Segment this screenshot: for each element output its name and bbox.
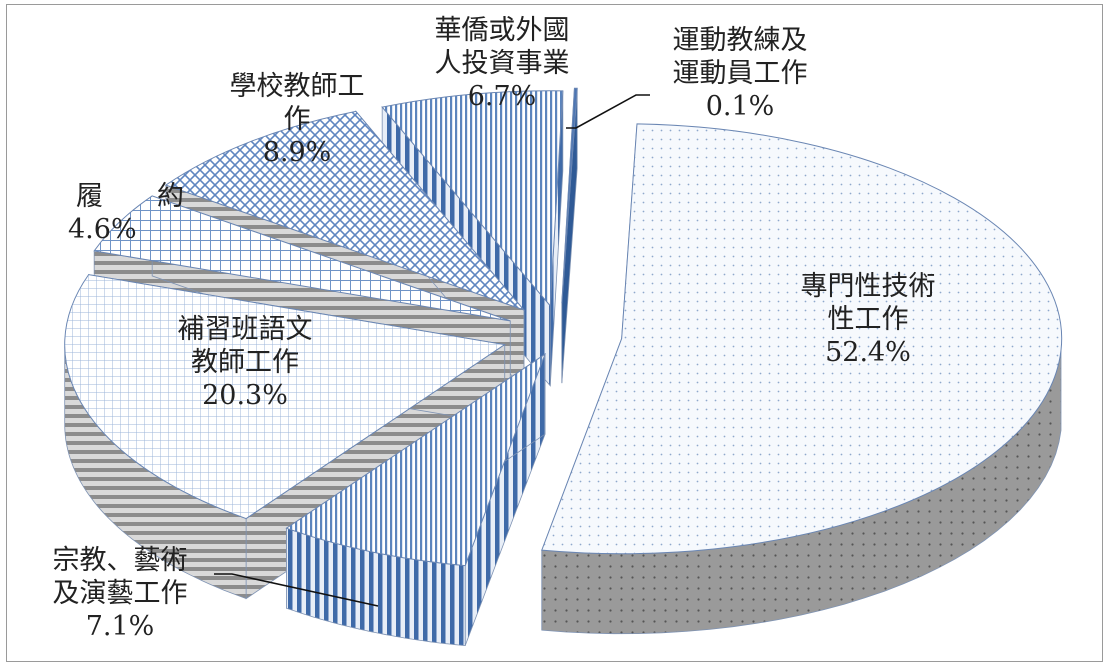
pie-slice-top	[93, 195, 511, 322]
pie-slice-side	[561, 88, 578, 384]
leader-line	[214, 573, 379, 607]
slice-name-line: 性工作	[827, 304, 909, 335]
slice-name-line: 補習班語文	[177, 314, 313, 345]
slice-name-line: 宗教、藝術	[52, 545, 188, 576]
slice-percent: 8.9%	[262, 137, 332, 168]
slice-label-school-teacher: 學校教師工 作 8.9%	[212, 70, 382, 169]
slice-label-sports: 運動教練及 運動員工作 0.1%	[645, 24, 835, 123]
slice-name-line: 學校教師工	[229, 71, 365, 102]
pie-slice-top	[164, 110, 526, 312]
pie-slice	[285, 352, 547, 647]
leader-lines	[214, 94, 650, 607]
slice-name-line: 運動教練及	[672, 25, 808, 56]
slice-name-line: 教師工作	[191, 347, 299, 378]
pie-slice-top	[285, 352, 547, 567]
slice-percent: 4.6%	[68, 214, 137, 245]
slices-layer	[64, 87, 1063, 647]
pie-slice	[541, 123, 1063, 635]
slice-label-professional: 專門性技術 性工作 52.4%	[778, 270, 958, 369]
slice-name-line: 履 約	[76, 181, 184, 212]
slice-label-religion-arts: 宗教、藝術 及演藝工作 7.1%	[20, 544, 220, 643]
slice-name-line: 及演藝工作	[52, 578, 188, 609]
slice-label-cram-school: 補習班語文 教師工作 20.3%	[155, 313, 335, 412]
slice-name-line: 運動員工作	[672, 58, 808, 89]
slice-name-line: 人投資事業	[434, 48, 570, 79]
slice-label-contract: 履 約 4.6%	[40, 180, 220, 246]
slice-percent: 20.3%	[202, 380, 288, 411]
slice-percent: 52.4%	[825, 337, 911, 368]
pie-slice	[561, 87, 578, 384]
slice-name-line: 專門性技術	[800, 271, 936, 302]
leader-line	[566, 94, 650, 129]
slice-percent: 6.7%	[467, 81, 537, 112]
pie-slice-top	[381, 90, 564, 308]
pie-slice-top	[64, 274, 507, 520]
pie-slice-top	[541, 123, 1063, 555]
slice-percent: 7.1%	[85, 611, 155, 642]
slice-percent: 0.1%	[705, 91, 775, 122]
pie-slice-top	[561, 87, 578, 304]
slice-name-line: 作	[283, 104, 311, 135]
slice-label-overseas-investment: 華僑或外國 人投資事業 6.7%	[412, 14, 592, 113]
slice-name-line: 華僑或外國	[434, 15, 570, 46]
